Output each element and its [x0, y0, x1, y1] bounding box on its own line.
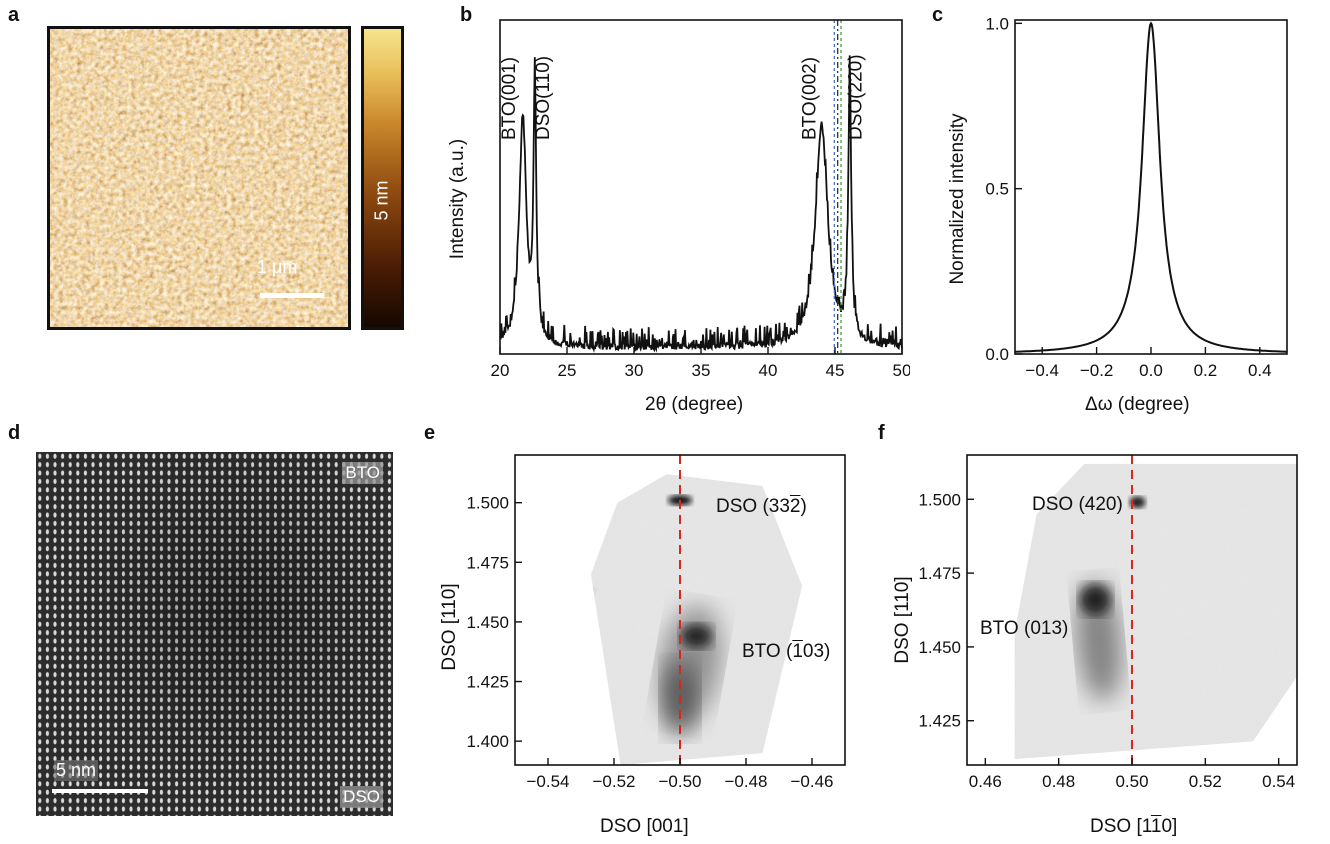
rsm-f-spot-label-dso: DSO (420)	[1032, 494, 1123, 515]
afm-texture	[50, 29, 348, 327]
xrd-peak-label-1: DSO(110)	[533, 56, 554, 140]
rsm-e-map-layer	[590, 474, 803, 765]
rsm-e-spot-label-bto: BTO (103)	[742, 641, 831, 662]
rsm-f-xtick-label-1: 0.48	[1042, 772, 1075, 791]
rocking-ytick-label-1: 0.5	[985, 180, 1009, 199]
rsm-e-ytick-label-3: 1.475	[466, 553, 509, 572]
rsm-e-xtick-label-0: −0.54	[526, 772, 569, 791]
panel-label-e: e	[424, 422, 436, 444]
rsm-f-ytick-label-3: 1.500	[918, 490, 961, 509]
rocking-xtick-label-2: 0.0	[1139, 361, 1163, 380]
xrd-peak-label-2: BTO(002)	[800, 57, 821, 140]
rsm-e-chart: −0.54 −0.52 −0.50 −0.48 −0.46 1.400 1.425 1.450…	[466, 454, 846, 791]
rocking-curve-line	[1015, 21, 1287, 353]
xrd-chart: 20 25 30 35 40 45 50 BTO(001) DSO(110) BTO(002) DS…	[491, 19, 910, 380]
rocking-xtick-label-3: 0.2	[1194, 361, 1218, 380]
rsm-f-ytick-label-2: 1.475	[918, 564, 961, 583]
panel-label-a: a	[8, 4, 20, 26]
afm-colorbar-label: 5 nm	[372, 179, 392, 221]
rsm-f-xlabel: DSO [110]	[1090, 816, 1178, 837]
rsm-e-xtick-label-1: −0.52	[592, 772, 635, 791]
rsm-e-ytick-label-0: 1.400	[466, 732, 509, 751]
stem-top-tag: BTO	[342, 462, 383, 484]
stem-scale-bar-label: 5 nm	[54, 760, 99, 781]
rsm-f-spot-label-bto: BTO (013)	[980, 618, 1069, 639]
rsm-e-ytick-label-4: 1.500	[466, 494, 509, 513]
rocking-xtick-label-4: 0.4	[1248, 361, 1272, 380]
afm-scale-bar	[260, 293, 324, 298]
rsm-f-xtick-label-4: 0.54	[1262, 772, 1295, 791]
rsm-f-intensity-1	[1079, 583, 1112, 616]
rsm-f-xtick-label-3: 0.52	[1189, 772, 1222, 791]
afm-topography-image	[47, 26, 351, 330]
xrd-xtick-label-6: 50	[893, 361, 910, 380]
stem-lattice-image: BTO DSO 5 nm	[36, 452, 393, 816]
rocking-curve-chart: −0.4 −0.2 0.0 0.2 0.4 0.0 0.5 1.0	[985, 14, 1288, 380]
panel-label-b: b	[460, 4, 473, 26]
panel-label-d: d	[8, 422, 21, 444]
rsm-e-xtick-label-4: −0.46	[790, 772, 833, 791]
rocking-ytick-label-2: 1.0	[985, 14, 1009, 33]
xrd-axes-frame	[499, 19, 903, 355]
afm-scale-bar-label: 1 μm	[257, 257, 298, 277]
xrd-xtick-label-0: 20	[491, 361, 510, 380]
rocking-xtick-label-0: −0.4	[1025, 361, 1059, 380]
rsm-f-xtick-label-2: 0.50	[1115, 772, 1148, 791]
rsm-f-xtick-label-0: 0.46	[969, 772, 1002, 791]
rsm-e-intensity-4	[590, 579, 594, 594]
rsm-e-ytick-label-1: 1.425	[466, 673, 509, 692]
xrd-peak-label-3: DSO(220)	[846, 54, 867, 140]
xrd-xtick-label-1: 25	[558, 361, 577, 380]
rocking-axes-frame	[1014, 19, 1288, 355]
stem-lattice-texture	[36, 452, 393, 816]
xrd-peak-label-0: BTO(001)	[499, 57, 520, 140]
rsm-f-chart: 0.46 0.48 0.50 0.52 0.54 1.425 1.450 1.475 1.500	[918, 454, 1298, 791]
rsm-f-ytick-label-0: 1.425	[918, 712, 961, 731]
rsm-e-spot-label-dso: DSO (332)	[716, 496, 807, 517]
rsm-e-ytick-label-2: 1.450	[466, 613, 509, 632]
xrd-xtick-label-2: 30	[625, 361, 644, 380]
rocking-xlabel: Δω (degree)	[1085, 394, 1190, 415]
xrd-xtick-label-4: 40	[759, 361, 778, 380]
stem-bottom-tag: DSO	[340, 786, 383, 808]
panel-label-c: c	[932, 4, 944, 26]
xrd-xtick-label-5: 45	[826, 361, 845, 380]
xrd-xlabel: 2θ (degree)	[645, 394, 744, 415]
rsm-f-map-grain	[1014, 463, 1297, 760]
panel-label-f: f	[878, 422, 885, 444]
xrd-xtick-label-3: 35	[692, 361, 711, 380]
rsm-e-xlabel: DSO [001]	[600, 816, 689, 837]
stem-scale-bar	[52, 789, 148, 793]
rsm-e-xtick-label-3: −0.48	[724, 772, 767, 791]
xrd-intensity-curve	[499, 55, 903, 353]
afm-colorbar	[361, 26, 404, 330]
rsm-e-xtick-label-2: −0.50	[658, 772, 701, 791]
rsm-e-intensity-2	[680, 624, 713, 649]
rsm-f-intensity-2	[1129, 496, 1146, 509]
rsm-f-ytick-label-1: 1.450	[918, 638, 961, 657]
rocking-ytick-label-0: 0.0	[985, 345, 1009, 364]
rocking-xtick-label-1: −0.2	[1080, 361, 1114, 380]
rsm-f-map-layer	[1014, 463, 1297, 760]
